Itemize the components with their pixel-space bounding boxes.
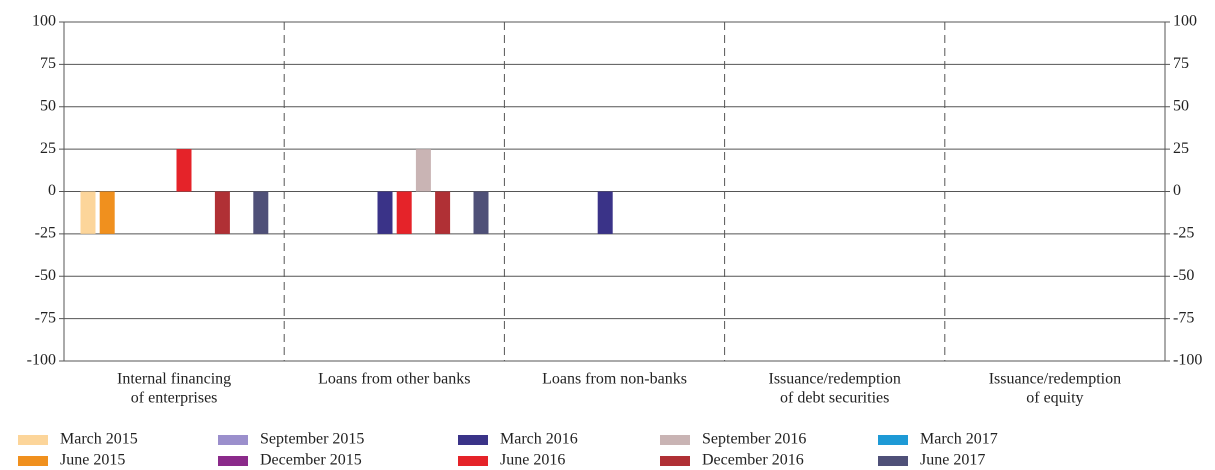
y2-tick-label: 50 [1173,97,1189,114]
y2-tick-label: -50 [1173,267,1194,284]
bar [176,149,192,192]
y2-tick-label: -100 [1173,352,1202,369]
bar [253,191,269,234]
y-tick-label: 0 [48,182,56,199]
y-tick-label: 75 [40,55,56,72]
y2-tick-label: 0 [1173,182,1181,199]
x-tick-label: of equity [1026,390,1083,407]
legend-swatch [18,435,48,445]
y2-tick-label: -75 [1173,309,1194,326]
legend-swatch [218,456,248,466]
bar [396,191,412,234]
bar [80,191,96,234]
bar [473,191,489,234]
legend-label: March 2015 [60,431,138,448]
legend-label: December 2016 [702,452,804,469]
legend-label: June 2016 [500,452,565,469]
legend-swatch [878,456,908,466]
y2-tick-label: 75 [1173,55,1189,72]
x-tick-label: of debt securities [780,390,889,407]
y2-tick-label: -25 [1173,225,1194,242]
bar [99,191,115,234]
legend-swatch [660,456,690,466]
y-tick-label: -25 [35,225,56,242]
bar [415,149,431,192]
x-tick-label: of enterprises [131,390,218,407]
x-tick-label: Internal financing [117,371,231,388]
y-tick-label: 25 [40,140,56,157]
legend-label: September 2016 [702,431,806,448]
bar [597,191,613,234]
bar [214,191,230,234]
y-tick-label: -75 [35,309,56,326]
legend-label: September 2015 [260,431,364,448]
y2-tick-label: 25 [1173,140,1189,157]
legend-swatch [18,456,48,466]
x-tick-label: Issuance/redemption [989,371,1121,388]
legend-label: March 2016 [500,431,578,448]
legend-label: March 2017 [920,431,998,448]
legend-label: December 2015 [260,452,362,469]
legend-swatch [660,435,690,445]
y-tick-label: 50 [40,97,56,114]
x-tick-label: Issuance/redemption [768,371,900,388]
y-tick-label: 100 [32,13,56,30]
legend-swatch [458,456,488,466]
y-tick-label: -50 [35,267,56,284]
legend-swatch [458,435,488,445]
y2-tick-label: 100 [1173,13,1197,30]
legend-swatch [878,435,908,445]
legend-label: June 2015 [60,452,125,469]
y-tick-label: -100 [27,352,56,369]
legend-swatch [218,435,248,445]
bar [435,191,451,234]
legend-label: June 2017 [920,452,985,469]
x-tick-label: Loans from non-banks [542,371,687,388]
x-tick-label: Loans from other banks [318,371,470,388]
bar [377,191,393,234]
